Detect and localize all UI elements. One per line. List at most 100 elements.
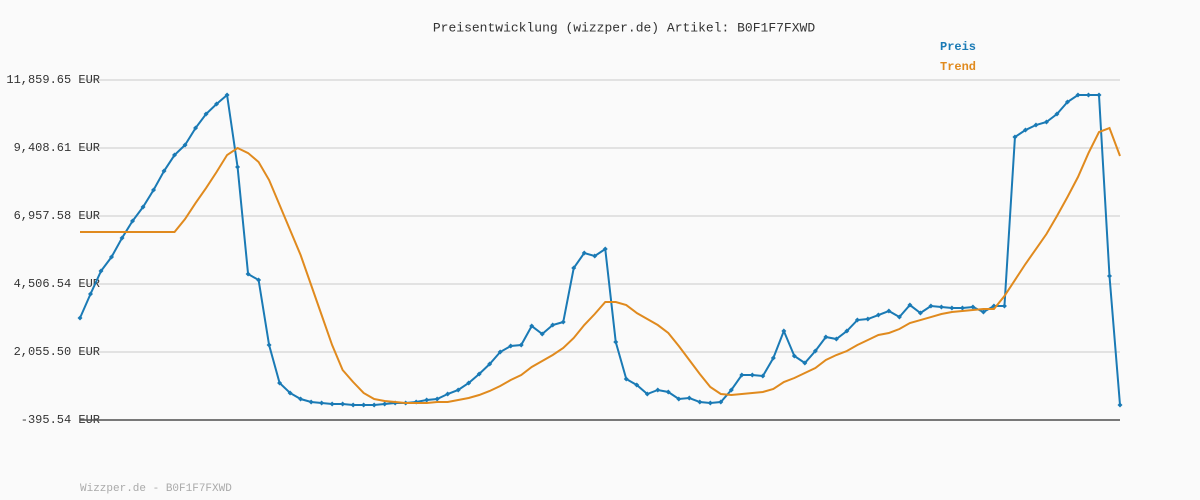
data-point (371, 402, 377, 408)
data-point (203, 111, 209, 117)
data-point (875, 312, 881, 318)
data-point (151, 187, 157, 193)
data-point (1012, 134, 1018, 140)
data-point (676, 396, 682, 402)
data-point (1075, 92, 1081, 98)
data-point (329, 401, 335, 407)
data-point (980, 309, 986, 315)
data-point (1043, 119, 1049, 125)
data-point (497, 349, 503, 355)
footer: Wizzper.de - B0F1F7FXWD (80, 483, 232, 495)
data-point (130, 218, 136, 224)
data-point (655, 387, 661, 393)
data-point (802, 360, 808, 366)
data-point (938, 304, 944, 310)
data-point (98, 268, 104, 274)
data-point (560, 319, 566, 325)
data-point (424, 397, 430, 403)
data-point (109, 254, 115, 260)
y-tick-label: -395.54 EUR (21, 413, 100, 427)
data-point (529, 323, 535, 329)
data-point (487, 361, 493, 367)
data-point (970, 304, 976, 310)
data-point (718, 399, 724, 405)
data-point (476, 371, 482, 377)
data-point (602, 246, 608, 252)
data-point (1096, 92, 1102, 98)
data-point (361, 402, 367, 408)
data-point (193, 125, 199, 131)
data-point (88, 291, 94, 297)
series-line (80, 126, 1121, 405)
data-point (833, 336, 839, 342)
data-point (770, 355, 776, 361)
data-point (298, 396, 304, 402)
data-point (707, 400, 713, 406)
data-point (445, 391, 451, 397)
data-point (182, 142, 188, 148)
data-point (581, 250, 587, 256)
data-point (319, 400, 325, 406)
data-point (592, 253, 598, 259)
data-point (235, 164, 241, 170)
data-point (350, 402, 356, 408)
data-point (697, 399, 703, 405)
data-point (613, 339, 619, 345)
y-tick-label: 11,859.65 EUR (6, 73, 100, 87)
data-point (508, 343, 514, 349)
data-point (518, 342, 524, 348)
data-point (739, 372, 745, 378)
data-point (886, 308, 892, 314)
series-line (79, 93, 1121, 407)
data-point (161, 168, 167, 174)
data-point (760, 373, 766, 379)
data-point (277, 380, 283, 386)
data-point (455, 387, 461, 393)
data-point (665, 389, 671, 395)
data-point (896, 314, 902, 320)
data-point (140, 204, 146, 210)
data-point (77, 315, 83, 321)
y-tick-label: 4,506.54 EUR (14, 277, 100, 291)
legend-label: Trend (940, 60, 976, 74)
data-point (1085, 92, 1091, 98)
y-tick-label: 9,408.61 EUR (14, 141, 100, 155)
data-point (749, 372, 755, 378)
data-point (812, 348, 818, 354)
data-point (172, 152, 178, 158)
data-point (224, 92, 230, 98)
y-tick-label: 2,055.50 EUR (14, 345, 100, 359)
data-point (550, 322, 556, 328)
data-point (1117, 402, 1123, 408)
data-point (644, 391, 650, 397)
data-point (434, 396, 440, 402)
data-point (907, 302, 913, 308)
data-point (791, 353, 797, 359)
data-point (1064, 99, 1070, 105)
data-point (571, 265, 577, 271)
data-point (308, 399, 314, 405)
data-point (928, 303, 934, 309)
data-point (119, 235, 125, 241)
data-point (539, 331, 545, 337)
data-point (959, 305, 965, 311)
data-point (1033, 122, 1039, 128)
data-point (728, 387, 734, 393)
data-point (1022, 127, 1028, 133)
data-point (266, 342, 272, 348)
data-point (287, 390, 293, 396)
data-point (686, 395, 692, 401)
data-point (854, 317, 860, 323)
data-point (245, 271, 251, 277)
chart-title: Preisentwicklung (wizzper.de) Artikel: B… (433, 20, 815, 35)
data-point (865, 316, 871, 322)
data-point (466, 380, 472, 386)
data-point (844, 328, 850, 334)
data-point (1054, 111, 1060, 117)
data-point (256, 277, 262, 283)
data-point (917, 310, 923, 316)
legend-label: Preis (940, 40, 976, 54)
data-point (781, 328, 787, 334)
data-point (382, 401, 388, 407)
